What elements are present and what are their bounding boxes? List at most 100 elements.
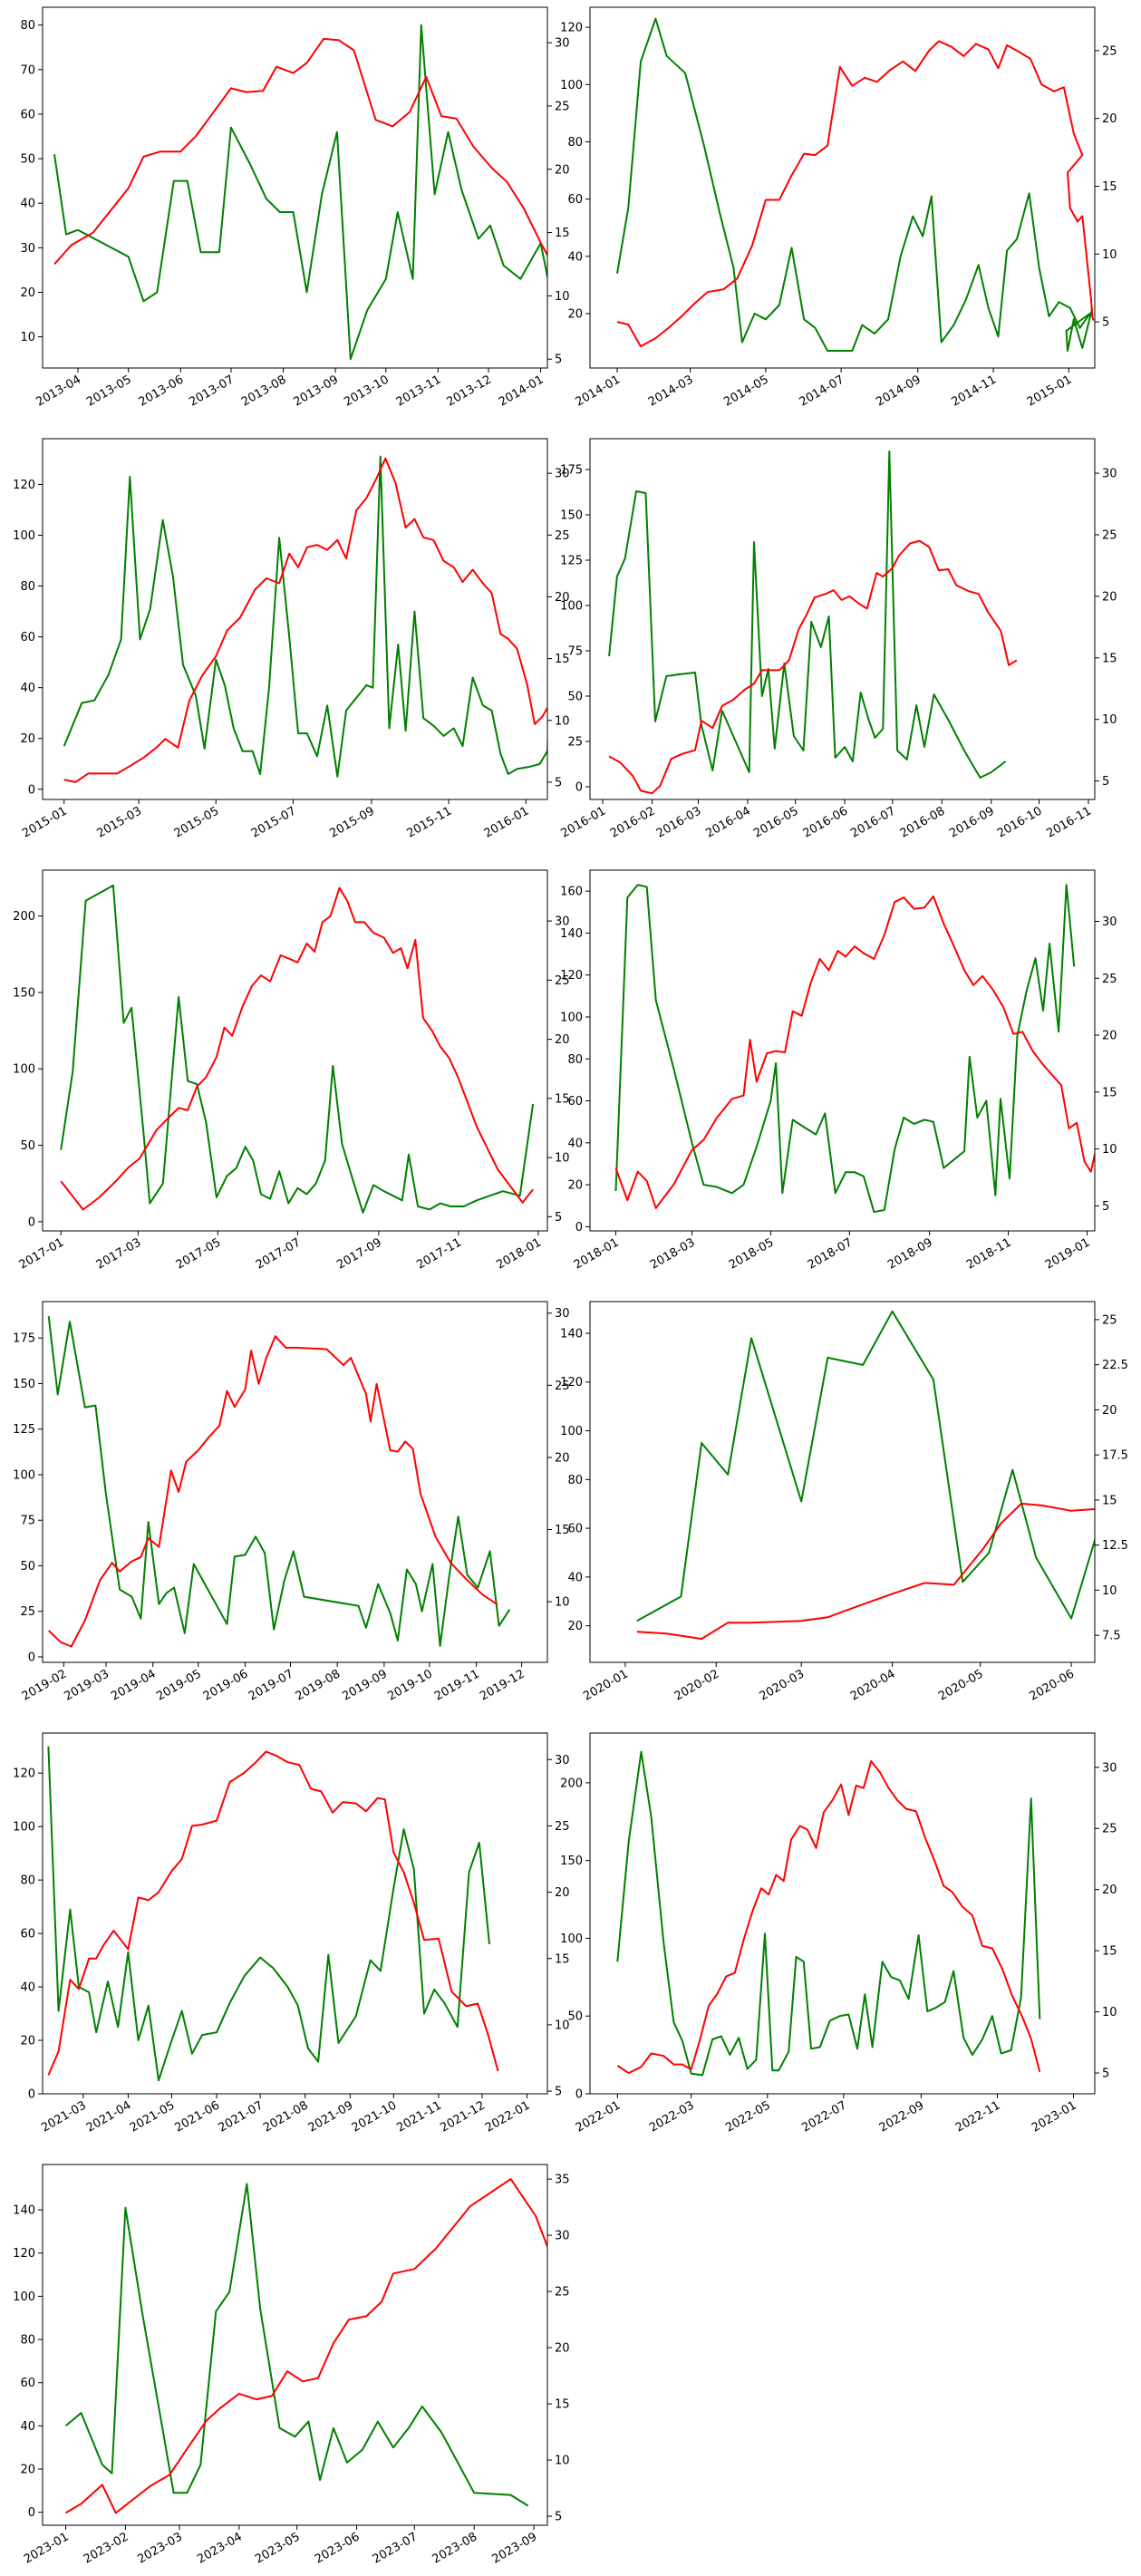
- y-right-tick-label: 25: [555, 974, 570, 988]
- y-left-tick-label: 140: [13, 2204, 35, 2218]
- x-tick-label: 2019-09: [340, 1667, 390, 1703]
- y-left-tick-label: 150: [13, 1378, 35, 1391]
- y-left-tick-label: 120: [560, 22, 583, 35]
- panel-2018: 0 20 40 60 80 100 120 140 160 5 10 15 20 25 30 2018-01 2…: [560, 869, 1117, 1273]
- x-tick-label: 2015-05: [172, 804, 222, 840]
- y-left-tick-label: 50: [567, 691, 583, 704]
- y-right-tick-label: 20: [555, 1451, 570, 1465]
- x-tick-label: 2022-07: [799, 2098, 849, 2135]
- x-tick-label: 2016-11: [1044, 804, 1094, 840]
- y-right-tick-label: 25: [555, 1380, 570, 1393]
- x-tick-label: 2023-01: [22, 2530, 72, 2566]
- y-left-tick-label: 20: [20, 732, 35, 746]
- y-left-tick-label: 0: [28, 1651, 35, 1664]
- series-line-right: [64, 2178, 547, 2514]
- y-right-tick-label: 15: [555, 1092, 570, 1106]
- x-tick-label: 2014-09: [874, 373, 923, 409]
- series-line-left: [616, 17, 1094, 352]
- y-left-tick-label: 150: [560, 509, 583, 523]
- series-line-left: [608, 450, 1007, 779]
- x-tick-label: 2019-11: [432, 1667, 482, 1703]
- y-left-tick-label: 120: [560, 969, 583, 983]
- y-right-tick-label: 10: [555, 1596, 570, 1610]
- y-right-tick-label: 5: [1102, 1200, 1109, 1214]
- axes-frame: [42, 6, 548, 369]
- y-left-tick-label: 120: [13, 1767, 35, 1781]
- y-right-tick-label: 20: [555, 1886, 570, 1900]
- x-tick-label: 2023-07: [371, 2530, 421, 2566]
- series-line-left: [616, 1750, 1041, 2077]
- y-right-tick-label: 30: [555, 468, 570, 481]
- x-tick-label: 2021-10: [350, 2098, 400, 2135]
- x-tick-label: 2015-01: [20, 804, 70, 840]
- series-line-left: [47, 1315, 511, 1647]
- axes-frame: [42, 438, 548, 800]
- y-left-tick-label: 0: [575, 2088, 583, 2102]
- x-tick-label: 2013-04: [34, 373, 83, 409]
- y-left-tick-label: 80: [20, 19, 35, 33]
- y-left-tick-label: 40: [567, 1137, 583, 1150]
- x-tick-label: 2018-09: [885, 1235, 935, 1272]
- y-right-tick-label: 25: [1102, 1823, 1117, 1836]
- x-tick-label: 2019-02: [20, 1667, 70, 1703]
- y-right-tick-label: 20: [1102, 1404, 1117, 1418]
- y-left-tick-label: 40: [567, 250, 583, 264]
- x-tick-label: 2016-02: [608, 804, 658, 840]
- y-right-tick-label: 30: [555, 1754, 570, 1767]
- x-tick-label: 2020-06: [1028, 1667, 1078, 1703]
- y-left-tick-label: 160: [560, 886, 583, 899]
- y-left-tick-label: 100: [13, 1821, 35, 1835]
- x-tick-label: 2018-07: [806, 1235, 856, 1272]
- x-tick-label: 2022-09: [877, 2098, 927, 2135]
- x-tick-label: 2023-05: [253, 2530, 303, 2566]
- x-tick-label: 2018-01: [572, 1235, 622, 1272]
- y-left-tick-label: 0: [575, 781, 583, 795]
- series-line-right: [53, 37, 547, 266]
- x-tick-label: 2016-05: [751, 804, 801, 840]
- x-tick-label: 2017-01: [17, 1235, 67, 1272]
- y-left-tick-label: 125: [13, 1423, 35, 1437]
- y-right-tick-label: 15: [1102, 652, 1117, 665]
- y-right-tick-label: 30: [1102, 468, 1117, 481]
- y-right-tick-label: 5: [1102, 2068, 1109, 2081]
- y-right-tick-label: 25: [555, 100, 570, 113]
- x-tick-label: 2014-11: [950, 373, 1000, 409]
- x-tick-label: 2020-05: [936, 1667, 986, 1703]
- y-left-tick-label: 20: [20, 286, 35, 300]
- x-tick-label: 2023-06: [313, 2530, 363, 2566]
- y-left-tick-label: 40: [20, 1981, 35, 1995]
- y-left-tick-label: 100: [13, 529, 35, 543]
- y-right-tick-label: 30: [1102, 1761, 1117, 1775]
- x-tick-label: 2022-03: [647, 2098, 697, 2135]
- x-tick-label: 2017-09: [334, 1235, 384, 1272]
- y-right-tick-label: 30: [555, 1307, 570, 1321]
- y-left-tick-label: 0: [28, 2088, 35, 2102]
- y-left-tick-label: 175: [13, 1332, 35, 1346]
- y-left-tick-label: 80: [567, 1474, 583, 1487]
- y-left-tick-label: 40: [20, 682, 35, 695]
- x-tick-label: 2019-06: [201, 1667, 251, 1703]
- series-line-left: [64, 2183, 529, 2507]
- x-tick-label: 2013-06: [137, 373, 187, 409]
- panel-2017: 0 50 100 150 200 5 10 15 20 25 30 2017-01 2017-03 201…: [13, 869, 570, 1273]
- x-tick-label: 2013-11: [394, 373, 444, 409]
- x-tick-label: 2023-09: [490, 2530, 540, 2566]
- panel-2019: 025507510012515017510152025302019-022019…: [13, 1301, 570, 1704]
- series-line-left: [636, 1310, 1095, 1622]
- x-tick-label: 2020-01: [581, 1667, 631, 1703]
- x-tick-label: 2021-05: [128, 2098, 178, 2135]
- y-right-tick-label: 20: [555, 1033, 570, 1047]
- y-left-tick-label: 120: [13, 2247, 35, 2261]
- x-tick-label: 2015-03: [95, 804, 145, 840]
- y-right-tick-label: 10: [1102, 713, 1117, 727]
- x-tick-label: 2016-07: [848, 804, 898, 840]
- series-line-left: [614, 884, 1076, 1214]
- y-left-tick-label: 80: [20, 1874, 35, 1888]
- series-line-right: [616, 40, 1095, 348]
- x-tick-label: 2023-02: [82, 2530, 131, 2566]
- x-tick-label: 2013-09: [292, 373, 342, 409]
- axes-frame: [589, 6, 1096, 369]
- series-line-right: [614, 895, 1095, 1209]
- y-right-tick-label: 15: [555, 1952, 570, 1966]
- y-left-tick-label: 100: [13, 1063, 35, 1077]
